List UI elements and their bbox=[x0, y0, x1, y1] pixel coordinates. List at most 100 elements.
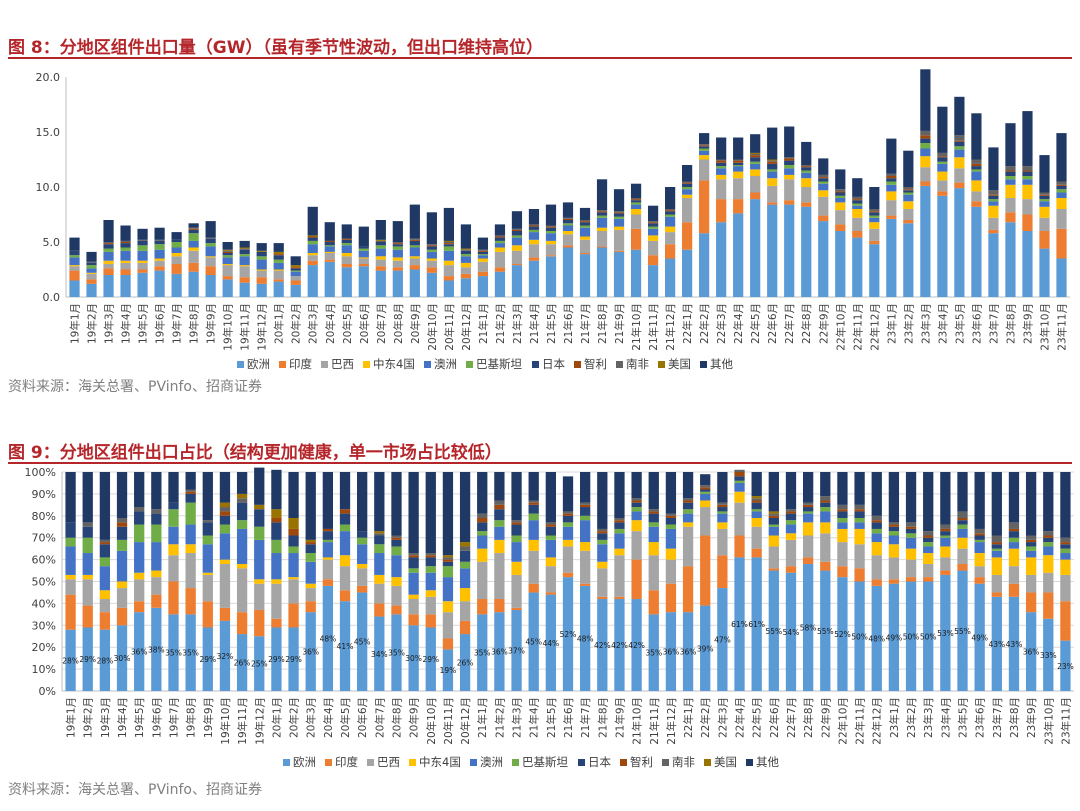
legend-swatch bbox=[409, 759, 416, 766]
bar-segment bbox=[920, 181, 931, 186]
bar-segment bbox=[852, 205, 863, 209]
bar-segment bbox=[528, 229, 540, 233]
bar-segment bbox=[614, 596, 625, 600]
bar-segment bbox=[751, 511, 762, 518]
bar-segment bbox=[205, 246, 216, 257]
bar-segment bbox=[785, 524, 797, 534]
bar-segment bbox=[991, 592, 1002, 597]
bar-segment bbox=[716, 137, 727, 160]
bar-segment bbox=[256, 256, 267, 260]
bar-segment bbox=[442, 638, 454, 650]
bar-segment bbox=[339, 601, 351, 691]
bar-segment bbox=[818, 190, 829, 197]
bar-segment bbox=[802, 557, 814, 564]
bar-segment bbox=[545, 240, 557, 245]
bar-segment bbox=[171, 264, 182, 274]
bar-segment bbox=[768, 535, 779, 547]
bar-segment bbox=[750, 176, 761, 193]
bar-segment bbox=[494, 271, 506, 297]
legend-swatch bbox=[470, 759, 477, 766]
bar-segment bbox=[1022, 231, 1033, 297]
bar-segment bbox=[988, 205, 999, 218]
x-tick-label: 22年12月 bbox=[868, 303, 881, 351]
bar-segment bbox=[391, 614, 402, 691]
bar-segment bbox=[971, 201, 982, 207]
data-label: 50% bbox=[851, 632, 868, 641]
bar-segment bbox=[717, 513, 728, 523]
bar-segment bbox=[494, 500, 505, 505]
bar-segment bbox=[1025, 592, 1037, 613]
bar-segment bbox=[65, 579, 76, 595]
bar-segment bbox=[256, 250, 267, 252]
bar-segment bbox=[886, 184, 897, 192]
bar-segment bbox=[903, 187, 914, 190]
bar-segment bbox=[185, 588, 196, 615]
x-tick-label: 19年2月 bbox=[82, 697, 95, 738]
bar-segment bbox=[1060, 542, 1071, 545]
bar-segment bbox=[923, 553, 934, 564]
bar-segment bbox=[1008, 537, 1020, 543]
bar-segment bbox=[408, 572, 419, 595]
bar-segment bbox=[154, 270, 165, 297]
bar-segment bbox=[290, 267, 301, 269]
bar-segment bbox=[151, 509, 162, 514]
bar-segment bbox=[648, 509, 659, 512]
legend-label: 美国 bbox=[714, 755, 737, 769]
source-note-1: 资料来源：海关总署、PVinfo、招商证券 bbox=[8, 379, 262, 395]
bar-segment bbox=[940, 531, 951, 536]
bar-segment bbox=[357, 537, 368, 545]
bar-segment bbox=[494, 539, 505, 554]
bar-segment bbox=[768, 526, 779, 536]
x-tick-label: 21年8月 bbox=[596, 303, 609, 344]
bar-segment bbox=[903, 223, 914, 297]
bar-segment bbox=[256, 243, 267, 251]
bar-segment bbox=[1005, 123, 1016, 167]
bar-segment bbox=[837, 504, 848, 510]
bar-segment bbox=[99, 472, 111, 540]
bar-segment bbox=[700, 507, 711, 536]
bar-segment bbox=[562, 511, 574, 514]
bar-segment bbox=[116, 539, 128, 551]
bar-segment bbox=[86, 283, 97, 297]
bar-segment bbox=[185, 491, 196, 494]
x-tick-label: 20年8月 bbox=[392, 303, 405, 344]
bar-segment bbox=[613, 216, 625, 219]
bar-segment bbox=[903, 192, 914, 195]
bar-segment bbox=[168, 509, 179, 527]
x-tick-label: 19年5月 bbox=[133, 697, 146, 738]
x-tick-label: 22年2月 bbox=[699, 697, 712, 738]
bar-segment bbox=[1005, 198, 1016, 213]
bar-segment bbox=[188, 271, 199, 297]
legend-swatch bbox=[620, 759, 627, 766]
bar-segment bbox=[460, 224, 471, 249]
bar-segment bbox=[545, 557, 556, 567]
bar-segment bbox=[750, 152, 761, 154]
bar-segment bbox=[290, 271, 301, 277]
bar-segment bbox=[494, 236, 506, 238]
bar-segment bbox=[271, 539, 282, 554]
bar-segment bbox=[852, 200, 863, 204]
bar-segment bbox=[820, 522, 831, 534]
bar-segment bbox=[734, 482, 745, 492]
bar-segment bbox=[99, 544, 111, 558]
bar-segment bbox=[236, 520, 248, 529]
bar-segment bbox=[528, 224, 540, 226]
bar-segment bbox=[837, 472, 848, 505]
bar-segment bbox=[1056, 192, 1067, 198]
bar-segment bbox=[767, 185, 778, 203]
x-tick-label: 19年4月 bbox=[120, 303, 133, 344]
bar-segment bbox=[477, 255, 489, 259]
bar-segment bbox=[837, 528, 848, 543]
bar-segment bbox=[580, 507, 591, 516]
bar-segment bbox=[460, 254, 471, 257]
bar-segment bbox=[307, 244, 318, 253]
bar-segment bbox=[375, 248, 386, 257]
bar-segment bbox=[460, 250, 471, 255]
x-tick-label: 21年10月 bbox=[631, 697, 644, 745]
bar-segment bbox=[716, 159, 727, 161]
bar-segment bbox=[614, 472, 625, 518]
bar-segment bbox=[785, 572, 797, 691]
bar-segment bbox=[511, 264, 523, 266]
bar-segment bbox=[801, 166, 812, 168]
bar-segment bbox=[579, 253, 591, 255]
